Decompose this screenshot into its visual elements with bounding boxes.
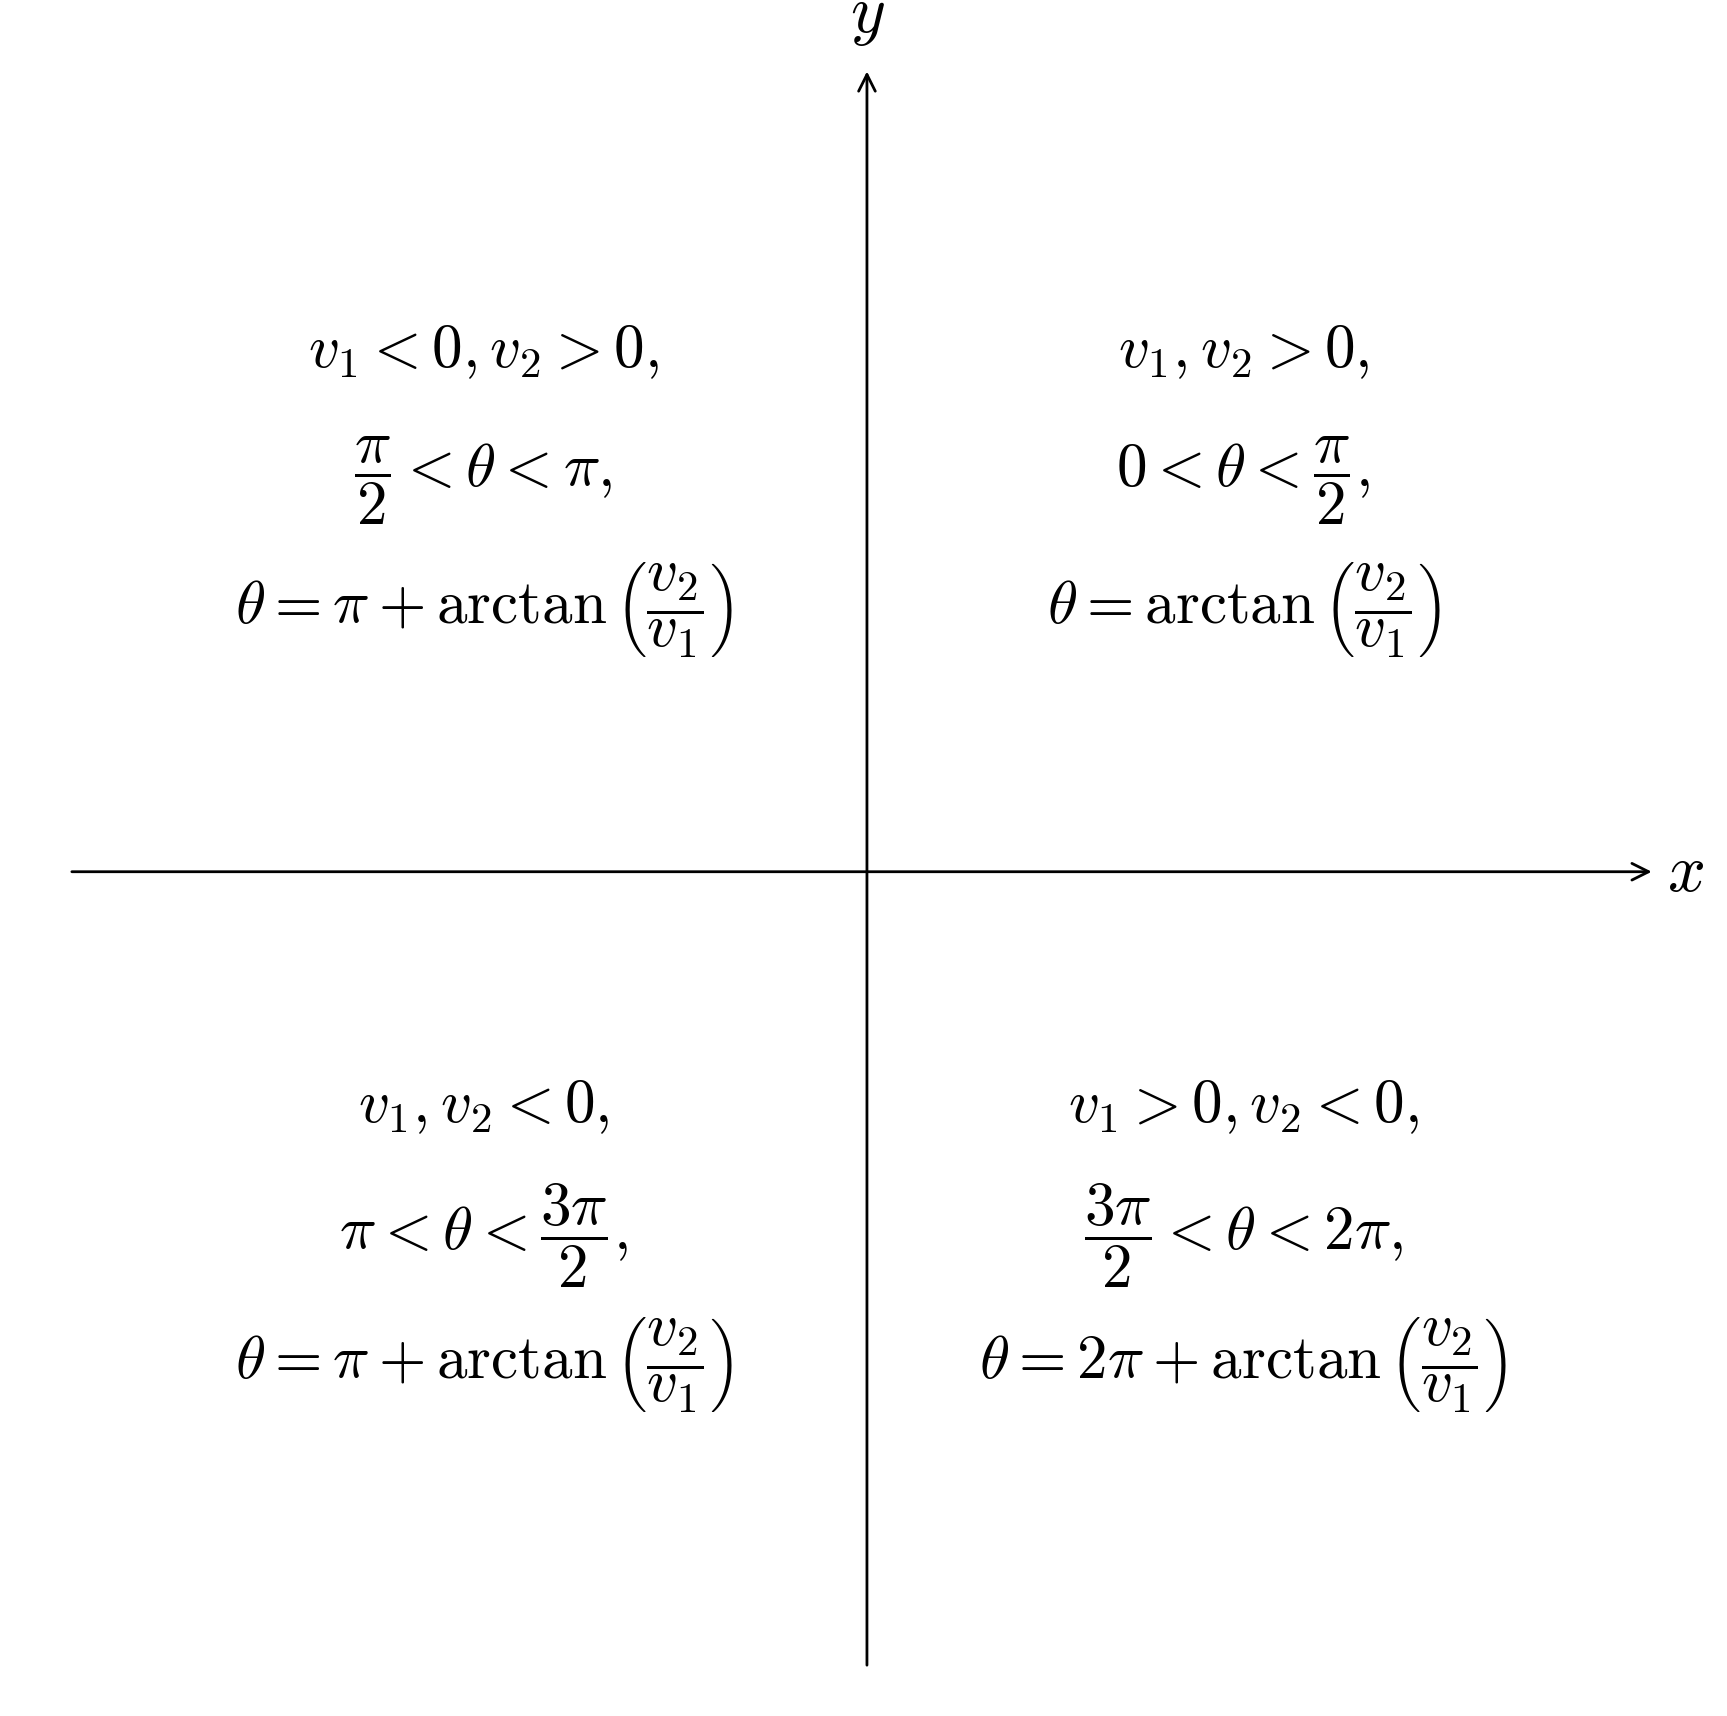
- Text: $0 < \theta < \dfrac{\pi}{2},$: $0 < \theta < \dfrac{\pi}{2},$: [1116, 434, 1371, 527]
- Text: $v_1, v_2 < 0,$: $v_1, v_2 < 0,$: [357, 1078, 610, 1136]
- Text: $\theta = 2\pi + \arctan \left(\dfrac{v_2}{v_1}\right)$: $\theta = 2\pi + \arctan \left(\dfrac{v_…: [979, 1314, 1508, 1414]
- Text: $\theta = \pi + \arctan \left(\dfrac{v_2}{v_1}\right)$: $\theta = \pi + \arctan \left(\dfrac{v_2…: [235, 1314, 732, 1414]
- Text: $v_1, v_2 > 0,$: $v_1, v_2 > 0,$: [1117, 323, 1370, 381]
- Text: $\pi < \theta < \dfrac{3\pi}{2},$: $\pi < \theta < \dfrac{3\pi}{2},$: [338, 1182, 629, 1289]
- Text: $x$: $x$: [1667, 839, 1703, 904]
- Text: $\theta = \pi + \arctan \left(\dfrac{v_2}{v_1}\right)$: $\theta = \pi + \arctan \left(\dfrac{v_2…: [235, 559, 732, 659]
- Text: $\dfrac{\pi}{2} < \theta < \pi,$: $\dfrac{\pi}{2} < \theta < \pi,$: [354, 434, 613, 527]
- Text: $v_1 > 0, v_2 < 0,$: $v_1 > 0, v_2 < 0,$: [1067, 1078, 1420, 1136]
- Text: $y$: $y$: [850, 0, 884, 48]
- Text: $\theta = \arctan \left(\dfrac{v_2}{v_1}\right)$: $\theta = \arctan \left(\dfrac{v_2}{v_1}…: [1047, 559, 1440, 659]
- Text: $v_1 < 0, v_2 > 0,$: $v_1 < 0, v_2 > 0,$: [307, 323, 660, 381]
- Text: $\dfrac{3\pi}{2} < \theta < 2\pi,$: $\dfrac{3\pi}{2} < \theta < 2\pi,$: [1083, 1182, 1404, 1289]
